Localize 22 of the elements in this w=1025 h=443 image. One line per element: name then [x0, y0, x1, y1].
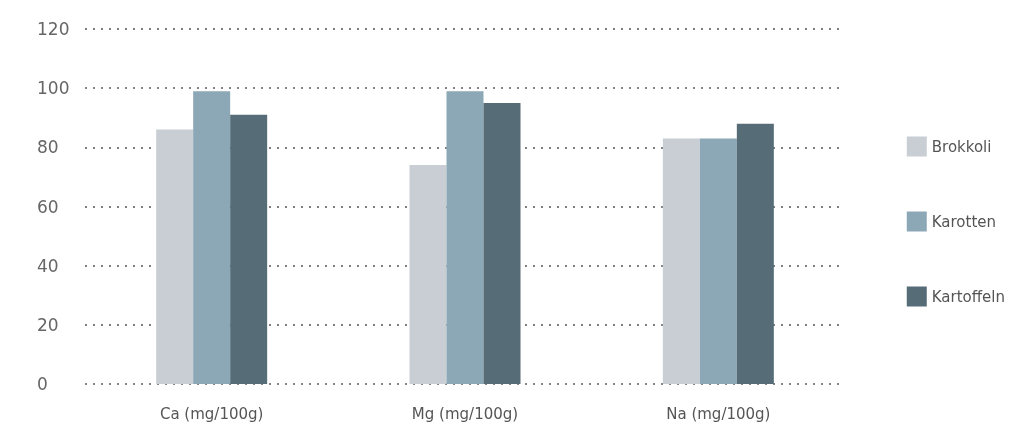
- bar: [193, 91, 231, 384]
- bar: [409, 165, 447, 384]
- x-tick-label: Ca (mg/100g): [159, 404, 264, 423]
- bar: [483, 102, 521, 384]
- legend-label: Kartoffeln: [931, 287, 1006, 306]
- legend-label: Brokkoli: [931, 137, 992, 156]
- bar: [736, 123, 774, 384]
- y-tick-label: 120: [37, 19, 70, 39]
- y-tick-label: 60: [37, 196, 59, 217]
- y-tick-label: 40: [37, 255, 59, 276]
- bar: [156, 129, 194, 384]
- bar: [662, 138, 700, 384]
- legend-label: Karotten: [931, 212, 997, 231]
- x-tick-label: Na (mg/100g): [666, 404, 771, 423]
- y-tick-label: 0: [37, 374, 48, 394]
- y-tick-label: 100: [37, 78, 70, 99]
- bar: [446, 91, 484, 384]
- y-tick-label: 80: [37, 137, 59, 158]
- y-tick-label: 20: [37, 314, 59, 335]
- bar: [230, 114, 268, 384]
- x-tick-label: Mg (mg/100g): [411, 404, 519, 423]
- bar: [699, 138, 737, 384]
